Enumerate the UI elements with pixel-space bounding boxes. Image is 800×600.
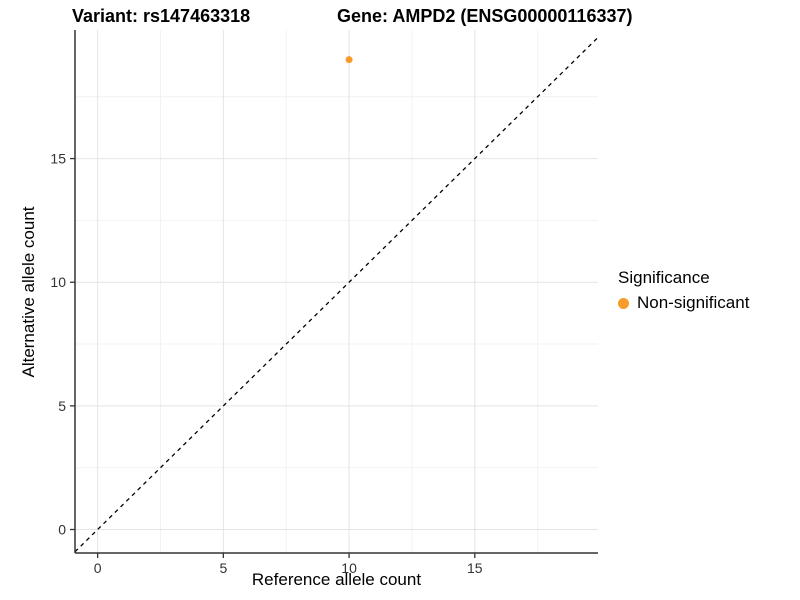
legend-title: Significance [618,268,710,287]
legend: Significance Non-significant [618,268,749,313]
y-axis-title: Alternative allele count [19,206,38,378]
legend-dot-icon [618,297,629,309]
legend-item: Non-significant [618,293,749,313]
svg-text:5: 5 [219,560,227,576]
x-axis-title: Reference allele count [251,570,422,589]
svg-text:15: 15 [467,560,483,576]
plot-title-variant: Variant: rs147463318 [72,6,251,26]
legend-item-label: Non-significant [637,293,750,312]
svg-text:0: 0 [94,560,102,576]
svg-text:15: 15 [50,151,66,167]
svg-text:10: 10 [341,560,357,576]
svg-text:5: 5 [58,398,66,414]
svg-text:10: 10 [50,274,66,290]
svg-text:0: 0 [58,522,66,538]
plot-title-gene: Gene: AMPD2 (ENSG00000116337) [337,6,633,26]
